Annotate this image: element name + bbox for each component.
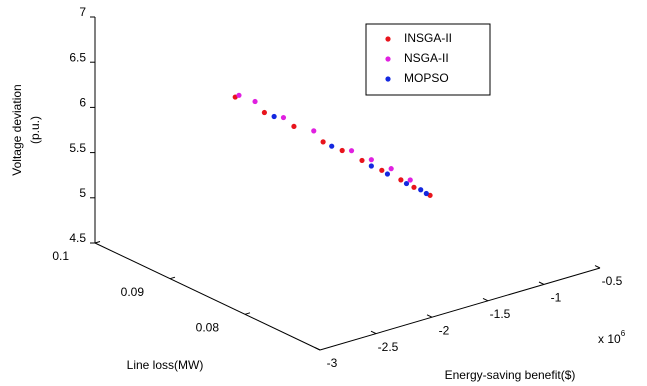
- x-tick: [482, 297, 489, 302]
- y-tick-label: 0.08: [196, 321, 220, 335]
- point: [411, 184, 417, 190]
- x-tick-label: -0.5: [602, 274, 623, 288]
- point: [388, 166, 394, 172]
- point: [368, 163, 374, 169]
- point: [368, 157, 374, 163]
- x-tick: [426, 314, 433, 318]
- legend-marker: [385, 76, 391, 82]
- legend-label: INSGA-II: [404, 31, 452, 45]
- point: [329, 143, 335, 149]
- x-axis-label: Energy-saving benefit($): [445, 368, 576, 382]
- point: [261, 109, 267, 116]
- point: [379, 167, 385, 173]
- x-scale-base: x 10: [598, 332, 621, 346]
- point: [403, 180, 410, 187]
- x-scale-label: x 106: [598, 329, 626, 346]
- point: [339, 147, 345, 154]
- point: [236, 92, 242, 98]
- point: [359, 157, 365, 164]
- y-tick: [94, 241, 101, 244]
- point: [271, 113, 277, 120]
- z-tick-label: 4.5: [69, 231, 86, 245]
- point: [418, 187, 424, 193]
- point: [280, 114, 287, 121]
- x-tick: [594, 265, 601, 269]
- x-tick: [538, 281, 545, 285]
- z-tick-label: 6.5: [69, 50, 86, 64]
- x-tick-label: -3: [327, 356, 338, 370]
- point: [252, 98, 258, 105]
- x-tick: [314, 347, 321, 351]
- point: [348, 148, 355, 154]
- z-tick-label: 5.5: [69, 141, 86, 155]
- x-scale-exponent: 6: [621, 329, 626, 338]
- legend-marker: [385, 56, 391, 62]
- z-axis-label: Voltage deviation: [10, 84, 24, 175]
- legend-label: MOPSO: [404, 71, 449, 85]
- y-tick-label: 0.09: [121, 285, 145, 299]
- point: [311, 128, 317, 134]
- x-axis: [319, 267, 601, 351]
- point: [384, 171, 391, 177]
- x-tick-label: -1.5: [490, 307, 511, 321]
- point: [320, 139, 326, 145]
- y-axis-label: Line loss(MW): [127, 358, 204, 372]
- y-tick: [244, 312, 251, 315]
- y-axis: [94, 242, 321, 351]
- x-tick-label: -2.5: [378, 340, 399, 354]
- point: [407, 177, 413, 183]
- x-tick-label: -2: [439, 323, 450, 337]
- point: [398, 177, 404, 183]
- z-tick-label: 7: [79, 5, 86, 19]
- legend-label: NSGA-II: [404, 51, 449, 65]
- y-tick: [169, 276, 176, 280]
- point: [291, 123, 297, 130]
- x-tick: [370, 330, 377, 335]
- z-tick-label: 6: [79, 96, 86, 110]
- z-tick-label: 5: [79, 186, 86, 200]
- x-tick-label: -1: [551, 291, 562, 305]
- z-axis-label: (p.u.): [28, 116, 42, 144]
- point: [423, 190, 429, 197]
- legend-marker: [385, 36, 391, 42]
- y-tick-label: 0.1: [52, 249, 69, 263]
